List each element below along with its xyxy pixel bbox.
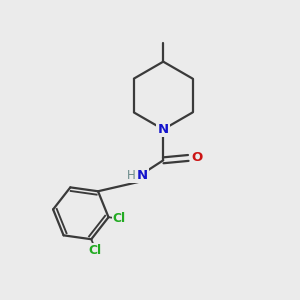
Text: N: N [137,169,148,182]
Text: N: N [158,123,169,136]
Text: Cl: Cl [88,244,101,257]
Text: Cl: Cl [113,212,126,225]
Text: O: O [191,152,203,164]
Text: H: H [128,169,136,182]
